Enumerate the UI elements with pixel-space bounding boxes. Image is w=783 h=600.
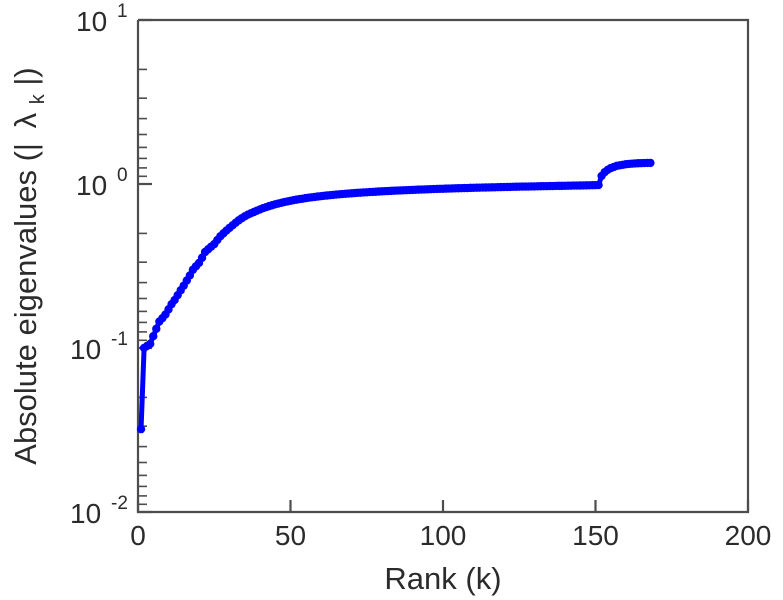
data-series-group [136, 158, 655, 434]
x-axis-ticks [136, 500, 750, 512]
data-point [136, 424, 146, 434]
y-tick-mantissa-0: 10 [70, 498, 101, 529]
x-axis-title: Rank (k) [384, 561, 501, 596]
y-axis-title-prefix: Absolute eigenvalues (| [8, 143, 43, 465]
y-tick-mantissa-3: 10 [76, 6, 107, 37]
y-tick-exponent-2: 0 [117, 165, 128, 186]
x-tick-label-150: 150 [572, 520, 619, 551]
y-tick-mantissa-1: 10 [70, 334, 101, 365]
data-point [149, 332, 158, 341]
y-axis-title: Absolute eigenvalues (| λ k |) [8, 67, 51, 464]
data-point [146, 339, 155, 349]
y-tick-exponent-1: -1 [111, 329, 128, 350]
data-point [646, 158, 655, 168]
x-tick-label-100: 100 [420, 520, 467, 551]
y-axis-title-symbol: λ [8, 112, 43, 128]
x-tick-labels: 0 50 100 150 200 [130, 520, 771, 551]
data-point [152, 324, 161, 333]
y-axis-title-subscript: k [27, 93, 49, 104]
y-tick-labels: 10 1 10 0 10 -1 10 -2 [70, 1, 128, 529]
svg-text:Absolute eigenvalues (|: Absolute eigenvalues (| λ k |) [8, 67, 51, 464]
series-markers-absolute-eigenvalues [136, 158, 655, 434]
y-tick-label-10e-1: 10 -1 [70, 329, 128, 365]
data-point [594, 180, 603, 190]
x-tick-label-50: 50 [275, 520, 306, 551]
y-tick-exponent-3: 1 [117, 1, 128, 22]
y-tick-exponent-0: -2 [111, 493, 128, 514]
x-tick-label-200: 200 [725, 520, 772, 551]
y-tick-label-10e-2: 10 -2 [70, 493, 128, 529]
y-tick-label-10e1: 10 1 [76, 1, 128, 37]
y-tick-label-10e0: 10 0 [76, 165, 128, 201]
y-tick-mantissa-2: 10 [76, 170, 107, 201]
x-tick-label-0: 0 [130, 520, 146, 551]
y-axis-title-suffix: |) [8, 67, 43, 85]
